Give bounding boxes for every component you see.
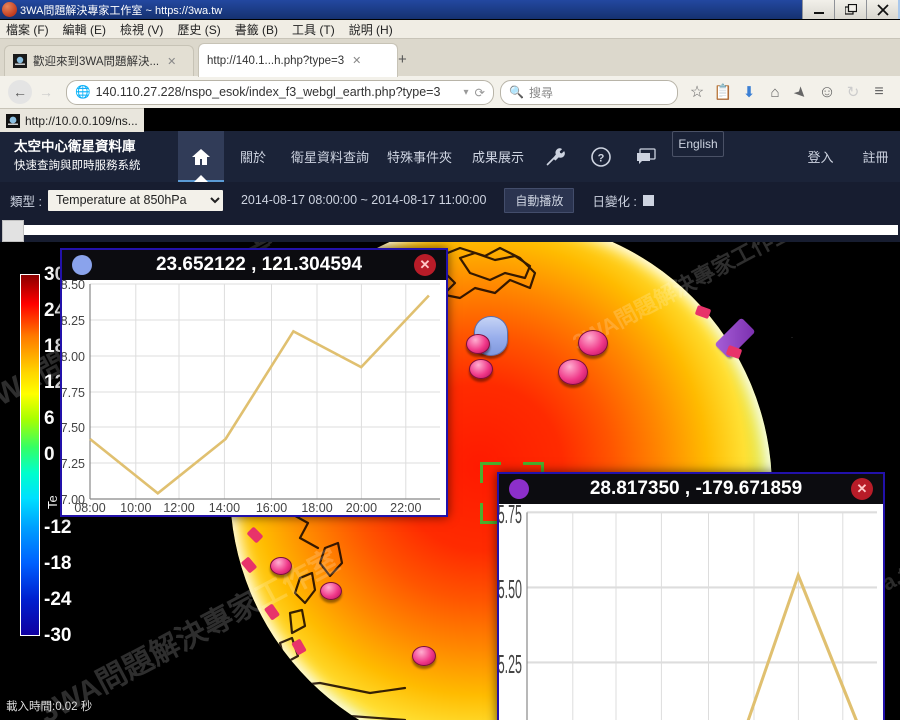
svg-text:14:00: 14:00 xyxy=(209,501,240,515)
svg-text:17.25: 17.25 xyxy=(62,457,85,471)
svg-text:?: ? xyxy=(597,152,604,164)
svg-text:10:00: 10:00 xyxy=(120,501,151,515)
svg-text:17.50: 17.50 xyxy=(62,421,85,435)
svg-text:25.25: 25.25 xyxy=(499,651,522,679)
svg-text:18.00: 18.00 xyxy=(62,350,85,364)
svg-text:18.50: 18.50 xyxy=(62,280,85,292)
svg-text:16:00: 16:00 xyxy=(256,501,287,515)
svg-text:25.75: 25.75 xyxy=(499,504,522,529)
svg-text:08:00: 08:00 xyxy=(74,501,105,515)
svg-text:12:00: 12:00 xyxy=(163,501,194,515)
svg-text:18.25: 18.25 xyxy=(62,314,85,328)
svg-text:18:00: 18:00 xyxy=(301,501,332,515)
svg-text:20:00: 20:00 xyxy=(346,501,377,515)
svg-text:25.50: 25.50 xyxy=(499,576,522,604)
svg-text:22:00: 22:00 xyxy=(390,501,421,515)
svg-text:17.75: 17.75 xyxy=(62,386,85,400)
